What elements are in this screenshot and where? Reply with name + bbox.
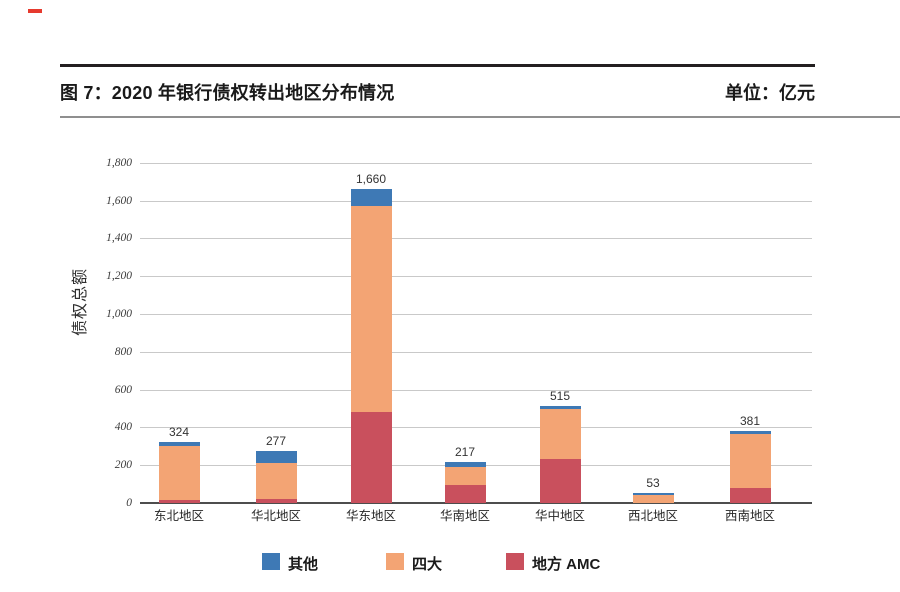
bar-segment-其他 — [444, 462, 486, 467]
legend: 其他 四大 地方 AMC — [0, 550, 900, 580]
gridline — [140, 238, 812, 240]
x-tick-label: 华东地区 — [345, 509, 396, 523]
bar-value-label: 217 — [454, 445, 476, 459]
gridline — [140, 200, 812, 202]
y-tick-label: 1,000 — [106, 308, 132, 320]
corner-mark — [28, 9, 42, 13]
x-tick-label: 西北地区 — [627, 509, 678, 523]
figure-title: 图 7：2020 年银行债权转出地区分布情况 — [60, 83, 395, 103]
bar-segment-四大 — [729, 433, 771, 488]
bar-segment-其他 — [350, 189, 392, 207]
x-tick-label: 华北地区 — [250, 509, 301, 523]
y-tick-label: 200 — [114, 459, 132, 472]
bar-segment-四大 — [255, 462, 297, 499]
y-tick-label: 600 — [114, 383, 132, 396]
x-tick-label: 华中地区 — [534, 509, 585, 523]
y-tick-label: 0 — [126, 497, 132, 509]
bar-value-label: 277 — [265, 433, 287, 448]
y-tick-label: 1,800 — [106, 156, 132, 169]
x-axis-line — [140, 502, 812, 504]
x-tick-label: 西南地区 — [724, 509, 775, 523]
bar-value-label: 1,660 — [355, 172, 387, 187]
legend-label-other: 其他 — [288, 556, 319, 573]
bar-segment-四大 — [158, 445, 200, 501]
bar-segment-其他 — [255, 450, 297, 463]
figure-unit: 单位：亿元 — [725, 83, 815, 103]
header-bottom-rule — [60, 116, 900, 118]
bar-segment-地方 AMC — [350, 412, 392, 503]
gridline — [140, 276, 812, 278]
bar-segment-其他 — [729, 431, 771, 434]
y-tick-label: 800 — [114, 345, 132, 358]
x-tick-label: 华南地区 — [439, 509, 490, 523]
legend-label-big4: 四大 — [412, 556, 443, 573]
gridline — [140, 314, 812, 315]
bar-segment-四大 — [350, 206, 392, 413]
x-tick-label: 东北地区 — [153, 509, 204, 523]
bar-value-label: 324 — [168, 424, 190, 439]
legend-swatch-local-amc-icon — [506, 553, 524, 570]
header-top-rule — [60, 64, 815, 67]
y-tick-label: 1,600 — [106, 194, 132, 207]
bar-segment-地方 AMC — [158, 500, 200, 503]
bar-value-label: 515 — [549, 388, 571, 403]
legend-swatch-big4-icon — [386, 553, 404, 570]
gridline — [140, 351, 812, 353]
bar-value-label: 53 — [646, 476, 660, 490]
bar-value-label: 381 — [739, 414, 761, 428]
bar-segment-四大 — [632, 494, 674, 503]
y-tick-label: 1,200 — [106, 270, 132, 283]
gridline — [140, 389, 812, 391]
bar-segment-其他 — [539, 405, 581, 410]
bar-segment-四大 — [444, 466, 486, 485]
legend-swatch-other-icon — [262, 553, 280, 570]
bar-segment-其他 — [158, 441, 200, 446]
bar-segment-其他 — [632, 493, 674, 495]
bar-segment-地方 AMC — [729, 487, 771, 503]
bar-segment-地方 AMC — [255, 498, 297, 503]
y-tick-label: 1,400 — [106, 232, 132, 245]
bar-segment-地方 AMC — [444, 485, 486, 503]
legend-label-local-amc: 地方 AMC — [532, 556, 601, 573]
gridline — [140, 427, 812, 429]
y-tick-label: 400 — [114, 421, 132, 434]
bar-segment-地方 AMC — [539, 459, 581, 503]
bar-segment-四大 — [539, 409, 581, 459]
gridline — [140, 162, 812, 164]
